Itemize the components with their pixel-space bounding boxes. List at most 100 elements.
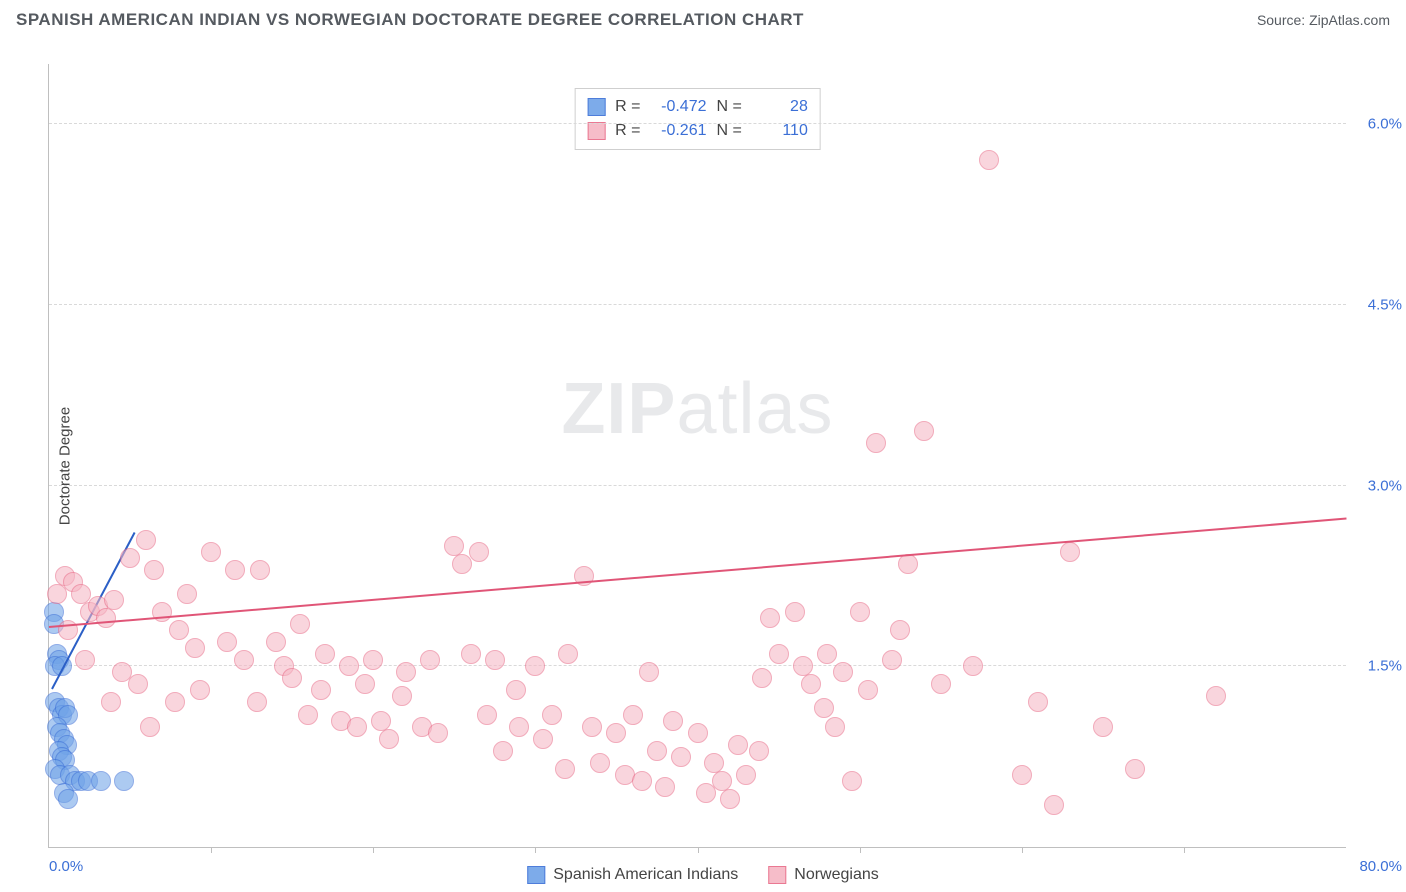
data-point [914,421,934,441]
data-point [58,789,78,809]
data-point [234,650,254,670]
data-point [371,711,391,731]
x-tick-mark [535,847,536,853]
data-point [112,662,132,682]
data-point [506,680,526,700]
data-point [720,789,740,809]
data-point [485,650,505,670]
bottom-legend: Spanish American Indians Norwegians [527,866,878,884]
data-point [882,650,902,670]
data-point [225,560,245,580]
data-point [814,698,834,718]
data-point [101,692,121,712]
data-point [363,650,383,670]
data-point [542,705,562,725]
data-point [392,686,412,706]
gridline-h [49,304,1346,305]
swatch-series-0 [587,98,605,116]
stats-legend-box: R = -0.472 N = 28 R = -0.261 N = 110 [574,88,821,150]
x-axis-max-label: 80.0% [1359,858,1402,875]
data-point [760,608,780,628]
data-point [858,680,878,700]
data-point [842,771,862,791]
data-point [963,656,983,676]
data-point [311,680,331,700]
data-point [250,560,270,580]
legend-swatch-0 [527,866,545,884]
data-point [396,662,416,682]
data-point [1093,717,1113,737]
data-point [655,777,675,797]
legend-label-1: Norwegians [794,866,878,884]
data-point [801,674,821,694]
data-point [850,602,870,622]
watermark: ZIPatlas [561,368,833,450]
data-point [979,150,999,170]
data-point [769,644,789,664]
data-point [290,614,310,634]
data-point [671,747,691,767]
data-point [817,644,837,664]
data-point [1206,686,1226,706]
data-point [444,536,464,556]
data-point [120,548,140,568]
data-point [298,705,318,725]
data-point [623,705,643,725]
data-point [96,608,116,628]
data-point [428,723,448,743]
data-point [152,602,172,622]
data-point [136,530,156,550]
data-point [866,433,886,453]
swatch-series-1 [587,122,605,140]
data-point [1028,692,1048,712]
data-point [355,674,375,694]
data-point [247,692,267,712]
chart-container: Doctorate Degree ZIPatlas R = -0.472 N =… [0,40,1406,892]
data-point [1125,759,1145,779]
stat-n-label: N = [717,95,742,119]
stats-row-series-0: R = -0.472 N = 28 [587,95,808,119]
legend-item-series-1: Norwegians [768,866,878,884]
data-point [728,735,748,755]
data-point [590,753,610,773]
data-point [91,771,111,791]
x-tick-mark [373,847,374,853]
data-point [736,765,756,785]
data-point [558,644,578,664]
stat-r-value-0: -0.472 [651,95,707,119]
legend-item-series-0: Spanish American Indians [527,866,738,884]
data-point [379,729,399,749]
y-tick-label: 4.5% [1350,296,1402,313]
y-tick-label: 1.5% [1350,658,1402,675]
data-point [533,729,553,749]
data-point [898,554,918,574]
stat-n-value-0: 28 [752,95,808,119]
data-point [128,674,148,694]
data-point [477,705,497,725]
data-point [469,542,489,562]
y-tick-label: 3.0% [1350,477,1402,494]
data-point [217,632,237,652]
source-label: Source: [1257,12,1305,28]
x-axis-min-label: 0.0% [49,858,83,875]
data-point [890,620,910,640]
source-link[interactable]: ZipAtlas.com [1309,12,1390,28]
source-attribution: Source: ZipAtlas.com [1257,12,1390,28]
data-point [461,644,481,664]
data-point [1044,795,1064,815]
x-tick-mark [698,847,699,853]
data-point [793,656,813,676]
data-point [315,644,335,664]
data-point [825,717,845,737]
gridline-h [49,123,1346,124]
data-point [663,711,683,731]
data-point [140,717,160,737]
plot-area: ZIPatlas R = -0.472 N = 28 R = -0.261 N … [48,64,1346,848]
stat-r-label: R = [615,95,640,119]
x-tick-mark [860,847,861,853]
data-point [582,717,602,737]
x-tick-mark [1022,847,1023,853]
data-point [931,674,951,694]
data-point [704,753,724,773]
data-point [266,632,286,652]
